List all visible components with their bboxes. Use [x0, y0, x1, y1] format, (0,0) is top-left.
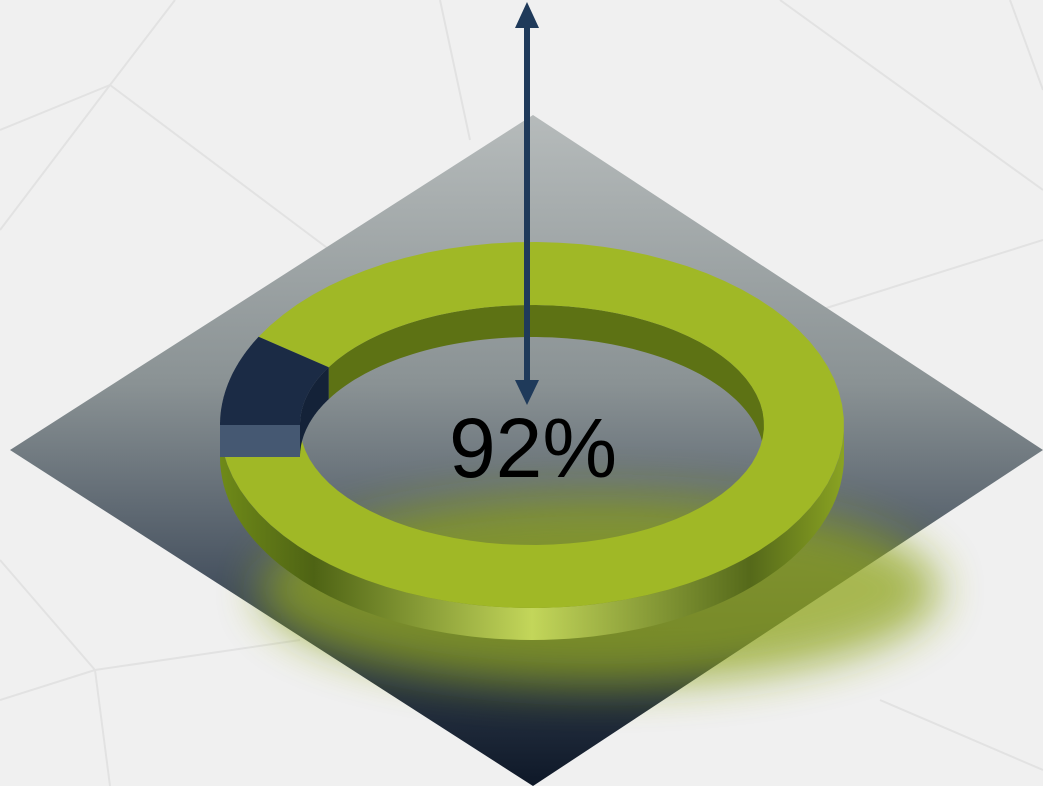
value-arc-side — [220, 425, 844, 640]
value-arc-inner — [328, 305, 764, 457]
remainder-cap — [220, 425, 300, 457]
arrow — [515, 2, 539, 405]
ring — [220, 242, 844, 640]
remainder-arc — [220, 336, 329, 425]
value-arc — [220, 242, 844, 608]
remainder-arc-inner — [300, 367, 329, 457]
value-label: 92% — [449, 401, 617, 495]
